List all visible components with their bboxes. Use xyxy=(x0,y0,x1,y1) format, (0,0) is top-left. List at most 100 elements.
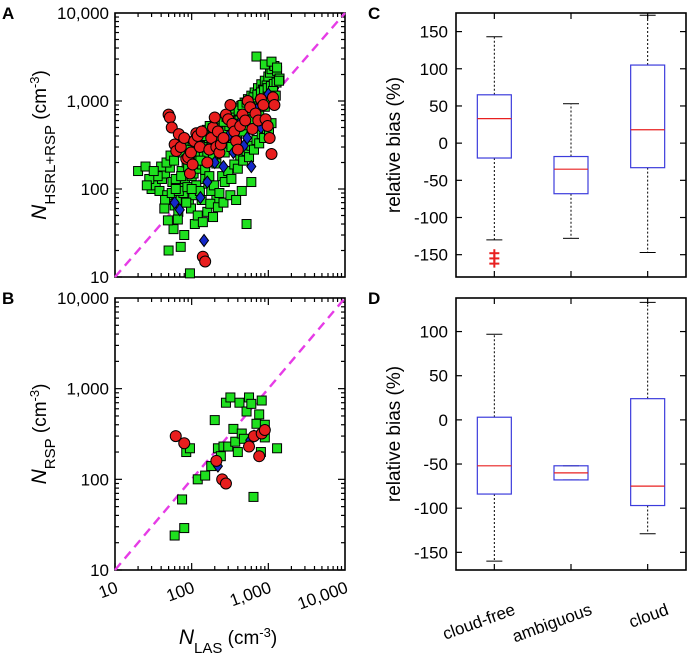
y-axis-label-d: relative bias (%) xyxy=(384,366,405,502)
point-cloud-free xyxy=(184,268,195,279)
y-tick-label: 1,000 xyxy=(66,380,109,399)
point-cloud-free xyxy=(248,491,259,502)
box-cloud xyxy=(630,398,666,507)
point-cloud-free xyxy=(234,397,245,408)
point-cloud-free xyxy=(236,185,247,196)
point-cloud xyxy=(186,158,199,171)
y-tick-label: 10,000 xyxy=(57,289,109,308)
point-ambiguous xyxy=(198,233,210,248)
x-tick-label: 100 xyxy=(164,578,197,606)
point-cloud xyxy=(210,454,223,467)
point-cloud xyxy=(184,146,197,159)
point-cloud xyxy=(231,143,244,156)
y-tick-label: 10 xyxy=(90,268,109,287)
y-tick-label: -150 xyxy=(414,543,448,562)
y-tick-label: 0 xyxy=(439,134,448,153)
point-ambiguous xyxy=(218,159,229,174)
point-cloud-free xyxy=(272,62,283,73)
box-panel-c: -150 -100 -50 0 50 100 150 relative bias (%) xyxy=(384,12,687,278)
y-axis-label-c: relative bias (%) xyxy=(384,77,405,213)
panel-label-c: C xyxy=(368,4,380,23)
point-cloud-free xyxy=(186,184,197,194)
point-cloud xyxy=(169,430,182,443)
point-cloud-free xyxy=(231,194,242,205)
point-cloud-free xyxy=(251,51,262,62)
point-cloud-free xyxy=(248,144,259,155)
point-cloud-free xyxy=(168,224,179,235)
point-cloud xyxy=(265,147,278,160)
point-cloud xyxy=(201,156,214,169)
point-ambiguous xyxy=(174,202,185,217)
category-label: ambiguous xyxy=(510,600,595,646)
x-tick-label: 10,000 xyxy=(295,578,350,614)
point-cloud xyxy=(178,131,191,144)
point-cloud-free xyxy=(140,161,151,172)
point-cloud xyxy=(263,131,276,144)
box-cloud-free xyxy=(476,416,512,495)
y-tick-label: -50 xyxy=(423,171,448,190)
y-tick-label: -100 xyxy=(414,209,448,228)
plot-frame-c xyxy=(455,12,687,278)
y-axis-label-a: NHSRL+RSP (cm-3) xyxy=(27,70,59,220)
point-cloud-free xyxy=(179,230,190,241)
point-cloud xyxy=(257,99,270,112)
point-cloud xyxy=(217,131,230,144)
panel-label-b: B xyxy=(2,289,14,308)
y-tick-label: 50 xyxy=(429,367,448,386)
point-cloud-free xyxy=(162,215,173,226)
y-tick-label: 100 xyxy=(420,60,448,79)
point-cloud-free xyxy=(177,494,188,505)
point-cloud-free xyxy=(272,443,283,454)
point-cloud-free xyxy=(218,197,229,208)
y-tick-label: 100 xyxy=(81,470,109,489)
point-cloud xyxy=(163,111,176,124)
point-cloud-free xyxy=(241,219,252,230)
y-tick-label: -100 xyxy=(414,499,448,518)
point-cloud-free xyxy=(163,245,174,256)
point-cloud-free xyxy=(225,392,236,403)
point-cloud-free xyxy=(209,415,220,426)
y-tick-label: 50 xyxy=(429,97,448,116)
point-cloud-free xyxy=(175,241,186,252)
point-cloud xyxy=(199,255,212,268)
point-ambiguous xyxy=(195,190,206,205)
category-label: cloud xyxy=(626,600,671,632)
point-cloud xyxy=(219,477,232,490)
point-cloud-free xyxy=(169,155,180,166)
box-ambiguous xyxy=(553,155,589,195)
point-cloud-free xyxy=(208,212,219,223)
point-cloud xyxy=(258,424,271,437)
scatter-panel-b: 10 100 1,000 10,000 10 100 1,000 10,000 NRSP (c… xyxy=(27,289,351,654)
point-cloud-free xyxy=(232,447,243,458)
y-tick-label: 100 xyxy=(420,323,448,342)
point-ambiguous xyxy=(202,175,213,189)
point-cloud-free xyxy=(232,163,243,174)
point-cloud-free xyxy=(266,56,277,67)
point-cloud-free xyxy=(170,184,181,194)
point-cloud-free xyxy=(179,523,190,534)
x-axis-label-b: NLAS (cm-3) xyxy=(179,625,277,654)
panel-label-d: D xyxy=(368,289,380,308)
y-tick-label: 0 xyxy=(439,411,448,430)
point-cloud-free xyxy=(246,177,257,188)
y-axis-label-b: NRSP (cm-3) xyxy=(27,384,59,485)
point-cloud xyxy=(224,99,237,112)
y-tick-label: 1,000 xyxy=(66,92,109,111)
point-cloud xyxy=(195,125,208,138)
panel-label-a: A xyxy=(2,4,14,23)
category-label: cloud-free xyxy=(440,600,518,644)
x-tick-label: 1,000 xyxy=(227,578,273,610)
point-cloud xyxy=(243,440,256,453)
point-cloud-free xyxy=(148,166,159,177)
y-tick-label: -150 xyxy=(414,246,448,265)
point-ambiguous xyxy=(246,159,257,174)
point-cloud-free xyxy=(172,214,183,225)
point-cloud xyxy=(253,450,266,463)
point-cloud-free xyxy=(169,530,180,541)
y-tick-label: -50 xyxy=(423,455,448,474)
point-cloud-free xyxy=(141,180,152,191)
x-tick-label: 10 xyxy=(96,578,120,602)
y-tick-label: 10,000 xyxy=(57,4,109,23)
box-panel-d: -150 -100 -50 0 50 100 relative bias (%) clou… xyxy=(384,297,687,646)
